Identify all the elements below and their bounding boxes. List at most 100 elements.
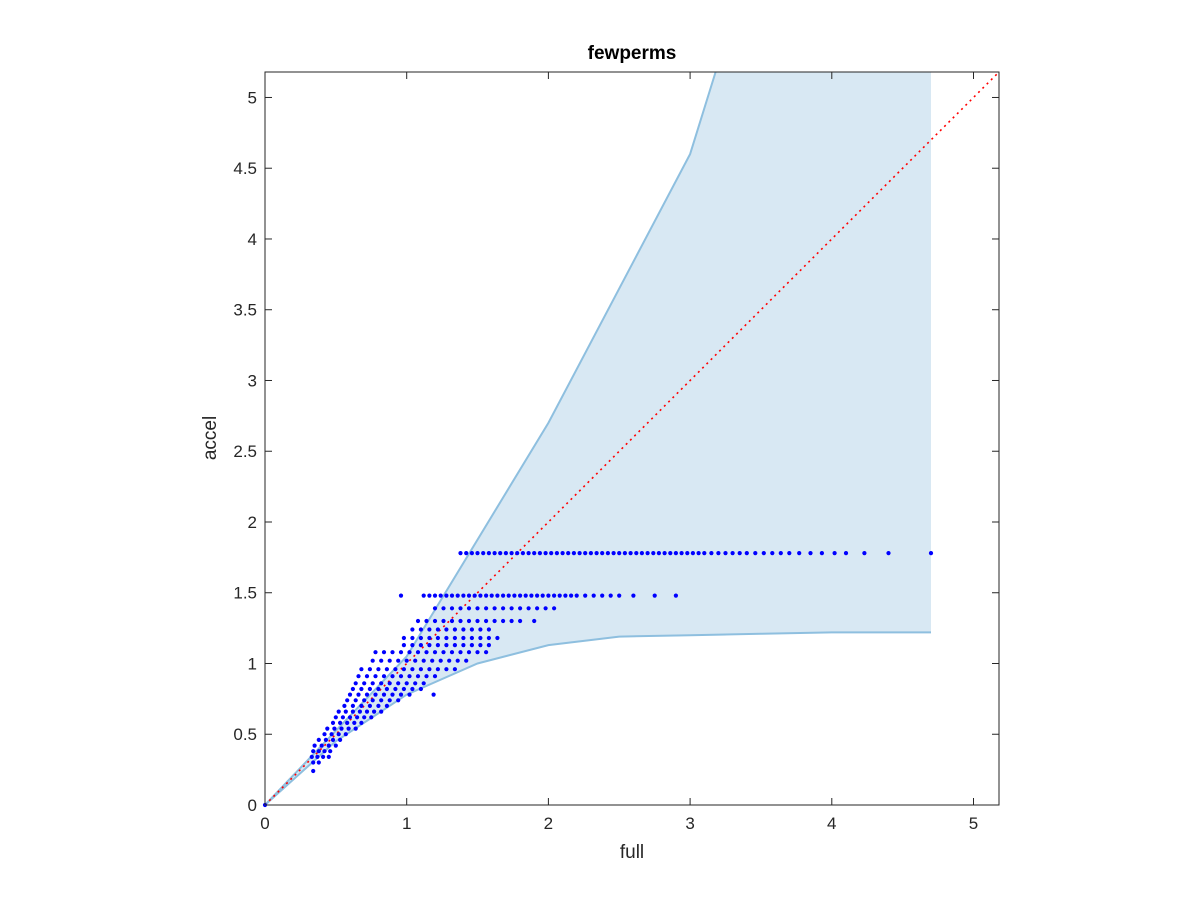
data-point [466,593,472,598]
plot-area-frame [264,71,1000,806]
data-point [322,749,327,754]
y-tick-label: 2.5 [233,442,257,461]
data-point [444,593,449,598]
data-point [427,627,432,632]
data-point [387,698,392,703]
data-point [340,715,345,720]
data-point [326,754,331,760]
data-point [461,643,466,648]
data-point [673,551,679,556]
data-point [608,593,613,598]
data-point [413,658,418,663]
data-point [362,681,367,686]
data-point [438,658,443,663]
data-point [486,551,491,556]
data-point [367,703,372,709]
data-point [435,635,440,641]
data-point [685,551,690,556]
data-point [338,737,343,743]
data-point [343,732,348,737]
data-point [862,551,867,556]
data-point [356,674,361,679]
data-point [435,667,440,672]
data-point [709,551,714,556]
data-point [413,681,418,686]
data-point [466,606,472,611]
data-point [410,635,415,641]
data-point [315,754,320,760]
data-point [449,606,455,611]
data-point [410,686,415,692]
data-point [449,650,455,655]
data-point [475,650,480,655]
data-point [359,686,364,692]
data-point [384,667,389,672]
data-point [336,732,341,737]
data-point [352,720,357,726]
data-point [518,606,523,611]
x-tick-label: 5 [969,814,978,833]
data-point [355,715,360,720]
data-point [444,627,449,632]
data-point [333,743,338,748]
data-point [418,627,423,632]
data-point [376,667,381,672]
data-point [486,627,491,632]
data-point [478,593,483,598]
data-point [535,606,540,611]
y-tick-label: 1.5 [233,584,257,603]
data-point [652,593,657,598]
data-point [356,692,361,697]
data-point [430,658,435,663]
data-point [452,627,457,632]
data-point [466,618,472,624]
data-point [455,593,460,598]
data-point [393,686,398,692]
data-point [345,720,350,726]
envelope-band-fill [265,72,931,805]
data-point [577,551,582,556]
x-tick-label: 0 [260,814,269,833]
data-point [753,551,758,556]
data-point [362,698,367,703]
data-point [622,551,628,556]
data-point [432,674,438,679]
data-point [379,681,384,686]
data-point [350,703,355,709]
data-point [311,760,316,765]
data-point [311,749,316,754]
data-point [469,635,474,641]
data-point [379,658,384,663]
data-point [438,593,443,598]
data-point [410,643,415,648]
data-point [387,658,392,663]
data-point [427,667,432,672]
data-point [404,658,409,663]
data-point [469,551,474,556]
y-tick-label: 2 [248,513,257,532]
data-point [390,674,395,679]
data-point [770,551,775,556]
data-point [441,606,446,611]
data-point [523,593,528,598]
data-point [369,715,374,720]
data-point [512,593,517,598]
data-point [347,692,353,697]
data-point [518,593,523,598]
data-point [370,698,375,703]
data-point [543,551,548,556]
data-point [591,593,596,598]
x-tick-label: 3 [685,814,694,833]
data-point [464,658,469,663]
data-point [464,551,469,556]
data-point [410,667,415,672]
data-point [484,593,489,598]
envelope-band-layer [264,71,931,806]
data-point [461,635,466,641]
data-point [486,643,491,648]
data-point [350,709,355,714]
data-point [449,593,455,598]
data-point [549,551,554,556]
data-point [396,681,401,686]
